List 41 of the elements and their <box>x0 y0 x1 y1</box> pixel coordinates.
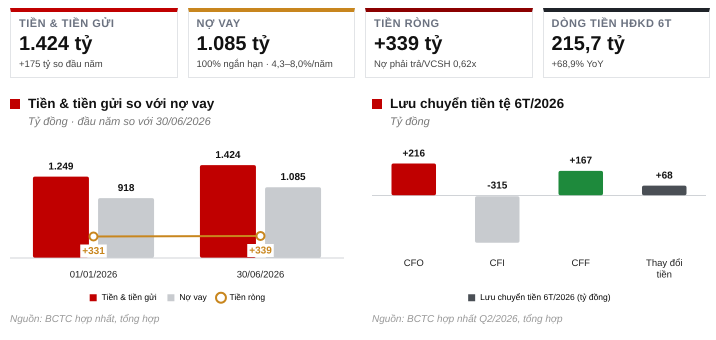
data-label: +339 <box>249 246 272 257</box>
text: TIỀN & TIỀN GỬI <box>19 18 116 30</box>
x-tick-label: CFI <box>490 258 505 270</box>
data-label: +331 <box>82 246 106 258</box>
text: 215,7 tỷ <box>552 33 626 56</box>
legend-label: Tiền & tiền gửi <box>102 292 157 302</box>
chart-subtitle: Tỷ đồng <box>390 116 430 128</box>
x-tick-label: CFO <box>404 258 424 270</box>
text: DÒNG TIỀN HĐKD 6T <box>552 18 673 30</box>
x-tick-label: Thay đổi tiền <box>646 258 682 280</box>
text: TIỀN RÒNG <box>374 18 441 30</box>
text: +175 tỷ so đầu năm <box>19 59 104 70</box>
bar <box>558 170 604 196</box>
legend-label: Tiền ròng <box>229 292 266 302</box>
bar <box>391 164 436 196</box>
chart-subtitle: Tỷ đồng · đầu năm so với 30/06/2026 <box>28 116 211 128</box>
x-tick-label: 01/01/2026 <box>70 269 118 280</box>
chart-title: Tiền & tiền gửi so với nợ vay <box>28 96 214 111</box>
text: +339 tỷ <box>374 33 444 56</box>
data-label: 1.085 <box>280 172 306 184</box>
text: NỢ VAY <box>196 18 242 30</box>
legend-label: Nợ vay <box>179 292 208 302</box>
text: 1.424 tỷ <box>19 33 94 56</box>
text: Nợ phải trả/VCSH 0,62x <box>374 59 478 70</box>
data-label: +167 <box>569 156 592 167</box>
text: Nguồn: BCTC hợp nhất, tổng hợp <box>10 314 160 325</box>
text: +68,9% YoY <box>552 59 605 70</box>
data-label: +68 <box>656 170 674 182</box>
data-label: 1.249 <box>48 161 74 172</box>
legend-label: Lưu chuyển tiền 6T/2026 (tỷ đồng) <box>480 292 611 302</box>
data-label: 918 <box>118 182 135 194</box>
bar <box>642 186 687 196</box>
data-label: +216 <box>402 148 426 160</box>
text: 100% ngắn hạn · 4,3–8,0%/năm <box>196 59 334 70</box>
text: 1.085 tỷ <box>196 33 271 56</box>
data-label: -315 <box>487 180 508 192</box>
x-tick-label: CFF <box>572 258 590 270</box>
chart-title: Lưu chuyển tiền tệ 6T/2026 <box>390 96 564 111</box>
text: Nguồn: BCTC hợp nhất Q2/2026, tổng hợp <box>372 314 563 325</box>
data-label: 1.424 <box>215 150 241 161</box>
x-tick-label: 30/06/2026 <box>236 269 284 280</box>
